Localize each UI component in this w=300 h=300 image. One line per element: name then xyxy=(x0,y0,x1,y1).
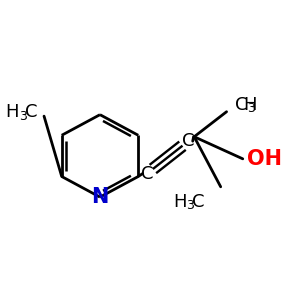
Text: H: H xyxy=(173,193,187,211)
Text: H: H xyxy=(244,96,257,114)
Text: 3: 3 xyxy=(186,200,194,212)
Text: C: C xyxy=(236,96,248,114)
Text: OH: OH xyxy=(247,149,282,169)
Text: C: C xyxy=(192,193,205,211)
Text: H: H xyxy=(5,103,19,121)
Text: C: C xyxy=(25,103,37,121)
Text: 3: 3 xyxy=(247,102,255,115)
Text: N: N xyxy=(91,187,109,207)
Text: 3: 3 xyxy=(19,110,26,123)
Text: C: C xyxy=(182,132,194,150)
Text: C: C xyxy=(141,165,153,183)
